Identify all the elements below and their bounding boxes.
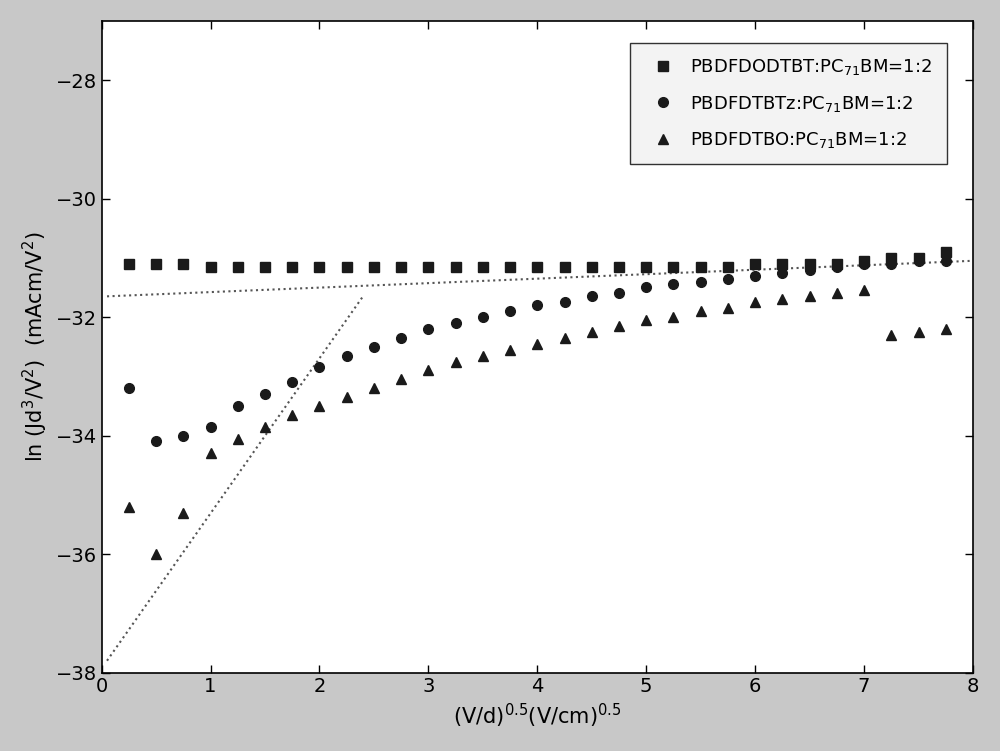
PBDFDODTBT:PC$_{71}$BM=1:2 xyxy=(613,262,625,271)
PBDFDODTBT:PC$_{71}$BM=1:2 xyxy=(940,247,952,256)
PBDFDODTBT:PC$_{71}$BM=1:2 xyxy=(450,262,462,271)
PBDFDTBTz:PC$_{71}$BM=1:2 xyxy=(749,271,761,280)
PBDFDTBO:PC$_{71}$BM=1:2 xyxy=(858,286,870,295)
PBDFDTBO:PC$_{71}$BM=1:2 xyxy=(205,449,217,458)
PBDFDTBTz:PC$_{71}$BM=1:2 xyxy=(341,351,353,360)
PBDFDODTBT:PC$_{71}$BM=1:2 xyxy=(749,259,761,268)
PBDFDODTBT:PC$_{71}$BM=1:2 xyxy=(559,262,571,271)
PBDFDODTBT:PC$_{71}$BM=1:2 xyxy=(885,253,897,262)
PBDFDODTBT:PC$_{71}$BM=1:2 xyxy=(913,253,925,262)
PBDFDTBTz:PC$_{71}$BM=1:2 xyxy=(722,274,734,283)
PBDFDTBTz:PC$_{71}$BM=1:2 xyxy=(232,402,244,411)
PBDFDODTBT:PC$_{71}$BM=1:2 xyxy=(341,262,353,271)
PBDFDTBO:PC$_{71}$BM=1:2 xyxy=(504,345,516,354)
PBDFDTBO:PC$_{71}$BM=1:2 xyxy=(531,339,543,348)
PBDFDTBTz:PC$_{71}$BM=1:2 xyxy=(259,390,271,399)
PBDFDODTBT:PC$_{71}$BM=1:2 xyxy=(504,262,516,271)
PBDFDODTBT:PC$_{71}$BM=1:2 xyxy=(422,262,434,271)
PBDFDODTBT:PC$_{71}$BM=1:2 xyxy=(313,262,325,271)
PBDFDTBO:PC$_{71}$BM=1:2 xyxy=(259,422,271,431)
PBDFDODTBT:PC$_{71}$BM=1:2 xyxy=(667,262,679,271)
PBDFDTBO:PC$_{71}$BM=1:2 xyxy=(913,327,925,336)
PBDFDTBTz:PC$_{71}$BM=1:2 xyxy=(858,259,870,268)
PBDFDTBTz:PC$_{71}$BM=1:2 xyxy=(667,280,679,289)
PBDFDTBO:PC$_{71}$BM=1:2 xyxy=(667,312,679,321)
Y-axis label: ln (Jd$^3$/V$^2$)  (mAcm/V$^2$): ln (Jd$^3$/V$^2$) (mAcm/V$^2$) xyxy=(21,231,50,462)
PBDFDTBO:PC$_{71}$BM=1:2 xyxy=(940,324,952,333)
PBDFDTBO:PC$_{71}$BM=1:2 xyxy=(749,297,761,306)
PBDFDODTBT:PC$_{71}$BM=1:2 xyxy=(232,262,244,271)
PBDFDTBTz:PC$_{71}$BM=1:2 xyxy=(940,256,952,265)
PBDFDTBO:PC$_{71}$BM=1:2 xyxy=(477,351,489,360)
Line: PBDFDTBTz:PC$_{71}$BM=1:2: PBDFDTBTz:PC$_{71}$BM=1:2 xyxy=(124,256,951,446)
PBDFDTBO:PC$_{71}$BM=1:2 xyxy=(395,375,407,384)
PBDFDTBO:PC$_{71}$BM=1:2 xyxy=(177,508,189,517)
PBDFDODTBT:PC$_{71}$BM=1:2 xyxy=(858,256,870,265)
PBDFDODTBT:PC$_{71}$BM=1:2 xyxy=(395,262,407,271)
PBDFDODTBT:PC$_{71}$BM=1:2 xyxy=(804,259,816,268)
PBDFDTBTz:PC$_{71}$BM=1:2 xyxy=(913,256,925,265)
PBDFDTBTz:PC$_{71}$BM=1:2 xyxy=(695,277,707,286)
PBDFDTBTz:PC$_{71}$BM=1:2 xyxy=(531,300,543,309)
PBDFDODTBT:PC$_{71}$BM=1:2 xyxy=(722,262,734,271)
PBDFDODTBT:PC$_{71}$BM=1:2 xyxy=(368,262,380,271)
PBDFDTBTz:PC$_{71}$BM=1:2 xyxy=(640,283,652,292)
PBDFDTBTz:PC$_{71}$BM=1:2 xyxy=(368,342,380,351)
PBDFDODTBT:PC$_{71}$BM=1:2 xyxy=(586,262,598,271)
PBDFDTBTz:PC$_{71}$BM=1:2 xyxy=(504,306,516,315)
PBDFDTBO:PC$_{71}$BM=1:2 xyxy=(559,333,571,342)
PBDFDTBO:PC$_{71}$BM=1:2 xyxy=(286,410,298,419)
PBDFDTBO:PC$_{71}$BM=1:2 xyxy=(422,366,434,375)
PBDFDODTBT:PC$_{71}$BM=1:2 xyxy=(531,262,543,271)
PBDFDTBTz:PC$_{71}$BM=1:2 xyxy=(395,333,407,342)
PBDFDTBO:PC$_{71}$BM=1:2 xyxy=(586,327,598,336)
PBDFDTBO:PC$_{71}$BM=1:2 xyxy=(613,321,625,330)
PBDFDODTBT:PC$_{71}$BM=1:2 xyxy=(123,259,135,268)
Legend: PBDFDODTBT:PC$_{71}$BM=1:2, PBDFDTBTz:PC$_{71}$BM=1:2, PBDFDTBO:PC$_{71}$BM=1:2: PBDFDODTBT:PC$_{71}$BM=1:2, PBDFDTBTz:PC… xyxy=(630,43,947,164)
PBDFDODTBT:PC$_{71}$BM=1:2 xyxy=(286,262,298,271)
PBDFDTBO:PC$_{71}$BM=1:2 xyxy=(695,306,707,315)
PBDFDTBTz:PC$_{71}$BM=1:2 xyxy=(422,324,434,333)
X-axis label: (V/d)$^{0.5}$(V/cm)$^{0.5}$: (V/d)$^{0.5}$(V/cm)$^{0.5}$ xyxy=(453,702,622,730)
PBDFDTBO:PC$_{71}$BM=1:2 xyxy=(640,315,652,324)
PBDFDODTBT:PC$_{71}$BM=1:2 xyxy=(776,259,788,268)
PBDFDTBTz:PC$_{71}$BM=1:2 xyxy=(776,268,788,277)
PBDFDODTBT:PC$_{71}$BM=1:2 xyxy=(831,259,843,268)
PBDFDTBTz:PC$_{71}$BM=1:2 xyxy=(313,363,325,372)
PBDFDODTBT:PC$_{71}$BM=1:2 xyxy=(205,262,217,271)
PBDFDTBO:PC$_{71}$BM=1:2 xyxy=(450,357,462,366)
PBDFDTBO:PC$_{71}$BM=1:2 xyxy=(831,289,843,298)
PBDFDTBTz:PC$_{71}$BM=1:2 xyxy=(831,262,843,271)
PBDFDTBO:PC$_{71}$BM=1:2 xyxy=(722,303,734,312)
PBDFDTBTz:PC$_{71}$BM=1:2 xyxy=(150,437,162,446)
PBDFDTBTz:PC$_{71}$BM=1:2 xyxy=(586,292,598,301)
PBDFDTBO:PC$_{71}$BM=1:2 xyxy=(804,292,816,301)
PBDFDODTBT:PC$_{71}$BM=1:2 xyxy=(640,262,652,271)
PBDFDTBTz:PC$_{71}$BM=1:2 xyxy=(286,378,298,387)
PBDFDTBO:PC$_{71}$BM=1:2 xyxy=(232,434,244,443)
PBDFDTBO:PC$_{71}$BM=1:2 xyxy=(341,393,353,402)
Line: PBDFDTBO:PC$_{71}$BM=1:2: PBDFDTBO:PC$_{71}$BM=1:2 xyxy=(124,285,951,559)
PBDFDODTBT:PC$_{71}$BM=1:2 xyxy=(150,259,162,268)
PBDFDODTBT:PC$_{71}$BM=1:2 xyxy=(477,262,489,271)
PBDFDTBO:PC$_{71}$BM=1:2 xyxy=(123,502,135,511)
PBDFDTBTz:PC$_{71}$BM=1:2 xyxy=(477,312,489,321)
PBDFDTBTz:PC$_{71}$BM=1:2 xyxy=(205,422,217,431)
PBDFDODTBT:PC$_{71}$BM=1:2 xyxy=(177,259,189,268)
PBDFDTBO:PC$_{71}$BM=1:2 xyxy=(368,384,380,393)
PBDFDODTBT:PC$_{71}$BM=1:2 xyxy=(695,262,707,271)
PBDFDTBTz:PC$_{71}$BM=1:2 xyxy=(804,265,816,274)
PBDFDTBTz:PC$_{71}$BM=1:2 xyxy=(450,318,462,327)
Line: PBDFDODTBT:PC$_{71}$BM=1:2: PBDFDODTBT:PC$_{71}$BM=1:2 xyxy=(124,247,951,272)
PBDFDTBO:PC$_{71}$BM=1:2 xyxy=(150,550,162,559)
PBDFDTBTz:PC$_{71}$BM=1:2 xyxy=(123,384,135,393)
PBDFDTBO:PC$_{71}$BM=1:2 xyxy=(885,330,897,339)
PBDFDTBO:PC$_{71}$BM=1:2 xyxy=(313,402,325,411)
PBDFDTBTz:PC$_{71}$BM=1:2 xyxy=(885,259,897,268)
PBDFDTBO:PC$_{71}$BM=1:2 xyxy=(776,295,788,304)
PBDFDTBTz:PC$_{71}$BM=1:2 xyxy=(613,289,625,298)
PBDFDODTBT:PC$_{71}$BM=1:2 xyxy=(259,262,271,271)
PBDFDTBTz:PC$_{71}$BM=1:2 xyxy=(559,297,571,306)
PBDFDTBTz:PC$_{71}$BM=1:2 xyxy=(177,431,189,440)
